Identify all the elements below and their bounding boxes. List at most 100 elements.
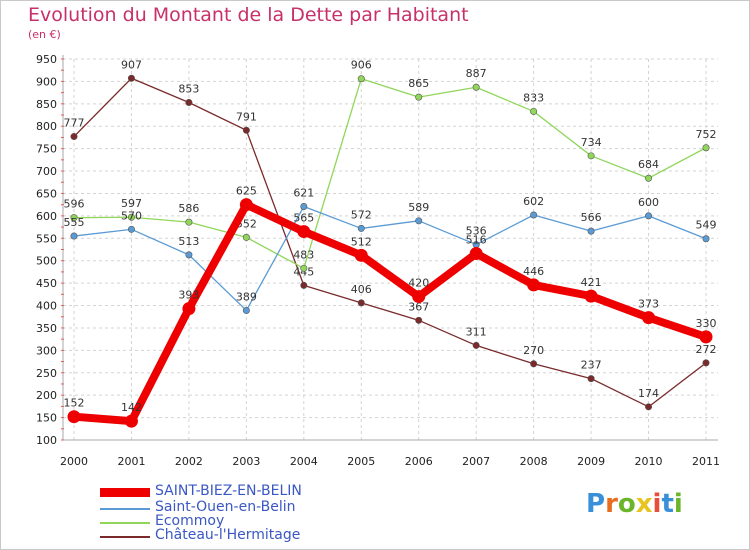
data-label-saint-ouen-en-belin: 572 — [351, 208, 372, 221]
data-label-ch-teau-l-hermitage: 174 — [638, 387, 659, 400]
chart-title: Evolution du Montant de la Dette par Hab… — [28, 4, 469, 26]
data-label-ch-teau-l-hermitage: 270 — [523, 344, 544, 357]
data-label-ecommoy: 597 — [121, 197, 142, 210]
data-label-saint-biez-en-belin: 420 — [408, 277, 429, 290]
y-tick-label: 700 — [36, 165, 57, 178]
point-saint-biez-en-belin — [67, 410, 81, 424]
point-saint-biez-en-belin — [699, 330, 713, 344]
logo-letter: o — [617, 489, 636, 519]
point-saint-biez-en-belin — [584, 289, 598, 303]
point-saint-biez-en-belin — [124, 414, 138, 428]
y-tick-label: 400 — [36, 300, 57, 313]
point-ecommoy — [300, 264, 308, 272]
y-tick-label: 300 — [36, 344, 57, 357]
data-label-saint-ouen-en-belin: 513 — [178, 235, 199, 248]
point-saint-ouen-en-belin — [357, 224, 365, 232]
series-line-ch-teau-l-hermitage — [73, 77, 707, 408]
data-label-saint-ouen-en-belin: 602 — [523, 195, 544, 208]
data-label-ch-teau-l-hermitage: 791 — [236, 110, 257, 123]
y-tick-label: 450 — [36, 277, 57, 290]
point-ch-teau-l-hermitage — [70, 133, 78, 141]
x-tick-label: 2006 — [405, 455, 433, 468]
point-ecommoy — [472, 83, 480, 91]
point-saint-ouen-en-belin — [185, 251, 193, 259]
data-label-ch-teau-l-hermitage: 367 — [408, 300, 429, 313]
data-label-saint-biez-en-belin: 446 — [523, 265, 544, 278]
legend-item-saint-biez: SAINT-BIEZ-EN-BELIN — [100, 483, 340, 501]
data-label-saint-biez-en-belin: 393 — [178, 289, 199, 302]
y-tick-label: 950 — [36, 53, 57, 66]
point-ch-teau-l-hermitage — [472, 341, 480, 349]
data-label-saint-biez-en-belin: 152 — [64, 397, 85, 410]
data-label-saint-ouen-en-belin: 621 — [293, 186, 314, 199]
legend-item-saint-ouen: Saint-Ouen-en-Belin — [100, 499, 340, 517]
point-ch-teau-l-hermitage — [300, 281, 308, 289]
point-ch-teau-l-hermitage — [415, 316, 423, 324]
data-label-saint-biez-en-belin: 516 — [466, 234, 487, 247]
point-ecommoy — [357, 75, 365, 83]
data-label-ch-teau-l-hermitage: 272 — [696, 343, 717, 356]
data-label-saint-biez-en-belin: 421 — [581, 276, 602, 289]
logo-letter: x — [635, 489, 653, 519]
data-label-ecommoy: 684 — [638, 158, 659, 171]
data-label-ecommoy: 752 — [696, 128, 717, 141]
point-ecommoy — [587, 152, 595, 160]
y-tick-label: 350 — [36, 322, 57, 335]
point-saint-biez-en-belin — [469, 247, 483, 261]
logo-letter: r — [605, 489, 618, 519]
point-ch-teau-l-hermitage — [530, 360, 538, 368]
point-saint-biez-en-belin — [239, 198, 253, 212]
chart-subtitle: (en €) — [28, 28, 61, 41]
logo-letter: t — [661, 489, 674, 519]
x-tick-label: 2010 — [635, 455, 663, 468]
data-label-ch-teau-l-hermitage: 311 — [466, 325, 487, 338]
logo-letter: P — [586, 489, 606, 519]
proxiti-logo: Proxiti — [586, 489, 683, 519]
point-ecommoy — [530, 107, 538, 115]
legend-swatch-chateau — [100, 536, 150, 538]
x-tick-label: 2004 — [290, 455, 318, 468]
legend-label-ecommoy: Ecommoy — [155, 513, 225, 529]
point-saint-ouen-en-belin — [300, 202, 308, 210]
data-label-saint-ouen-en-belin: 389 — [236, 290, 257, 303]
y-tick-label: 200 — [36, 389, 57, 402]
legend-label-saint-biez: SAINT-BIEZ-EN-BELIN — [155, 483, 302, 499]
point-saint-biez-en-belin — [182, 302, 196, 316]
x-tick-label: 2009 — [577, 455, 605, 468]
point-saint-ouen-en-belin — [415, 217, 423, 225]
point-saint-ouen-en-belin — [645, 212, 653, 220]
point-ch-teau-l-hermitage — [127, 74, 135, 82]
data-label-saint-biez-en-belin: 625 — [236, 185, 257, 198]
point-saint-ouen-en-belin — [70, 232, 78, 240]
data-label-saint-biez-en-belin: 330 — [696, 317, 717, 330]
point-saint-biez-en-belin — [527, 278, 541, 292]
point-saint-biez-en-belin — [354, 248, 368, 262]
y-tick-label: 250 — [36, 367, 57, 380]
data-label-ch-teau-l-hermitage: 445 — [293, 265, 314, 278]
y-tick-label: 900 — [36, 75, 57, 88]
point-ecommoy — [702, 144, 710, 152]
data-label-ecommoy: 865 — [408, 77, 429, 90]
logo-letter: i — [673, 489, 683, 519]
data-label-ch-teau-l-hermitage: 406 — [351, 283, 372, 296]
data-label-ecommoy: 887 — [466, 67, 487, 80]
data-label-saint-ouen-en-belin: 566 — [581, 211, 602, 224]
x-tick-label: 2001 — [117, 455, 145, 468]
data-label-saint-ouen-en-belin: 549 — [696, 219, 717, 232]
x-tick-label: 2005 — [347, 455, 375, 468]
point-saint-biez-en-belin — [642, 311, 656, 325]
data-label-saint-ouen-en-belin: 570 — [121, 209, 142, 222]
point-ch-teau-l-hermitage — [185, 98, 193, 106]
point-saint-ouen-en-belin — [242, 306, 250, 314]
y-tick-label: 600 — [36, 210, 57, 223]
series-line-saint-ouen-en-belin — [73, 205, 707, 312]
y-tick-label: 850 — [36, 98, 57, 111]
point-ch-teau-l-hermitage — [587, 375, 595, 383]
data-label-ecommoy: 734 — [581, 136, 602, 149]
x-tick-label: 2002 — [175, 455, 203, 468]
y-tick-label: 500 — [36, 255, 57, 268]
point-saint-biez-en-belin — [412, 290, 426, 304]
point-ch-teau-l-hermitage — [357, 299, 365, 307]
point-saint-biez-en-belin — [297, 225, 311, 239]
